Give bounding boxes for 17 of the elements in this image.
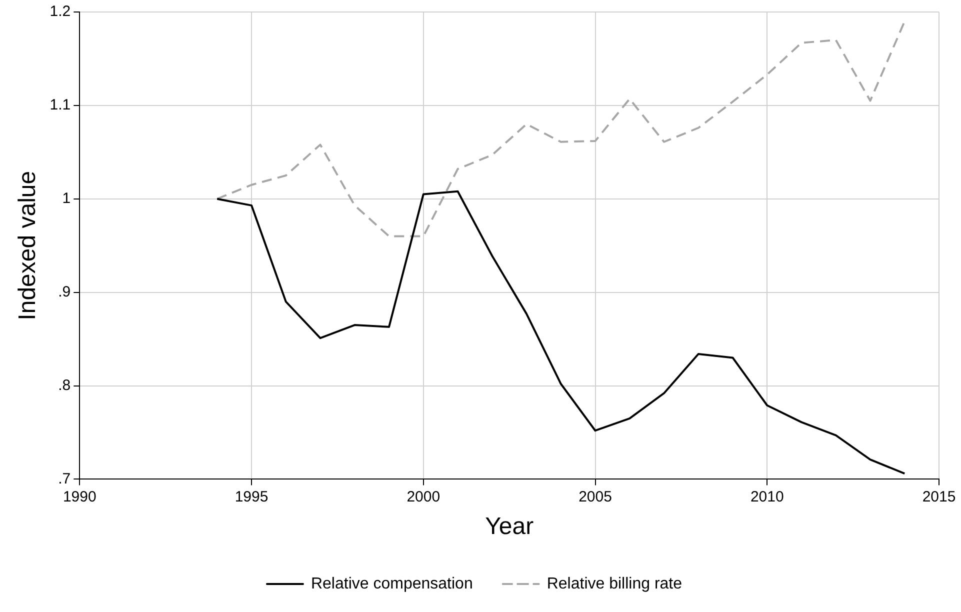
x-tick-label: 2005 [578,488,612,506]
y-tick-label: .7 [58,470,71,488]
legend-label: Relative billing rate [546,575,682,592]
y-tick-label: .8 [58,376,71,394]
x-axis-title: Year [485,513,534,540]
x-tick-label: 1995 [234,488,268,506]
y-tick-label: .9 [58,283,71,300]
x-tick-label: 2000 [406,488,440,506]
x-tick-label: 2015 [922,488,956,506]
y-tick-label: 1.2 [50,3,71,20]
y-axis-title: Indexed value [14,170,42,320]
y-tick-label: 1.1 [50,96,71,114]
y-tick-label: 1 [62,190,71,208]
x-tick-label: 1990 [62,488,96,506]
line-series [216,20,906,238]
legend-label: Relative compensation [310,575,473,592]
x-tick-label: 2010 [750,488,784,506]
